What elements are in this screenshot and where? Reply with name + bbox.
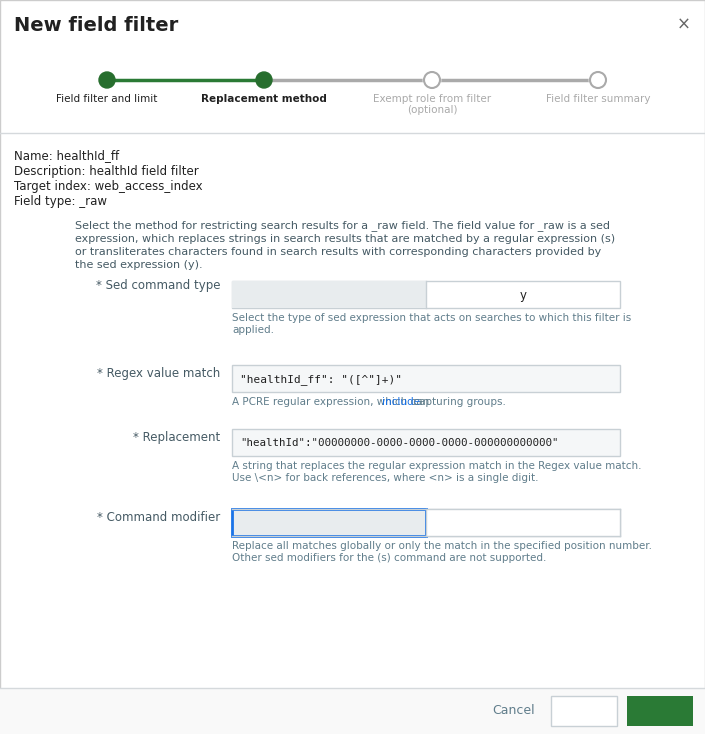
Bar <box>0 688 705 734</box>
Text: * Regex value match: * Regex value match <box>97 367 220 380</box>
Circle shape <box>99 72 115 88</box>
Bar <box>551 696 617 726</box>
Bar <box>426 509 620 536</box>
Text: Select the type of sed expression that acts on searches to which this filter is: Select the type of sed expression that a… <box>232 313 631 323</box>
Text: Name: healthId_ff: Name: healthId_ff <box>14 149 119 162</box>
Circle shape <box>590 72 606 88</box>
Text: New field filter: New field filter <box>14 16 178 35</box>
Text: or transliterates characters found in search results with corresponding characte: or transliterates characters found in se… <box>75 247 601 257</box>
Text: include: include <box>382 397 420 407</box>
Text: ×: × <box>677 16 691 34</box>
Text: Next ›: Next › <box>639 705 681 718</box>
Bar <box>232 509 426 536</box>
Text: capturing groups.: capturing groups. <box>410 397 506 407</box>
Text: Select the method for restricting search results for a _raw field. The field val: Select the method for restricting search… <box>75 220 610 231</box>
Bar <box>232 281 620 308</box>
Text: Global: Global <box>310 517 348 530</box>
Text: * Replacement: * Replacement <box>133 431 220 444</box>
Text: A PCRE regular expression, which can: A PCRE regular expression, which can <box>232 397 432 407</box>
Text: "healthId":"00000000-0000-0000-0000-000000000000": "healthId":"00000000-0000-0000-0000-0000… <box>240 438 558 448</box>
Text: Description: healthId field filter: Description: healthId field filter <box>14 164 199 178</box>
Circle shape <box>256 72 272 88</box>
Text: Cancel: Cancel <box>492 705 534 718</box>
Text: the sed expression (y).: the sed expression (y). <box>75 261 202 271</box>
Text: y: y <box>520 289 527 302</box>
Text: Number: Number <box>499 517 547 530</box>
Bar <box>232 281 426 308</box>
Text: A string that replaces the regular expression match in the Regex value match.: A string that replaces the regular expre… <box>232 461 642 471</box>
Text: Use \<n> for back references, where <n> is a single digit.: Use \<n> for back references, where <n> … <box>232 473 539 483</box>
Text: Field type: _raw: Field type: _raw <box>14 195 107 208</box>
Text: Replace all matches globally or only the match in the specified position number.: Replace all matches globally or only the… <box>232 541 652 551</box>
Text: Field filter summary: Field filter summary <box>546 94 650 104</box>
Text: expression, which replaces strings in search results that are matched by a regul: expression, which replaces strings in se… <box>75 233 615 244</box>
Text: Field filter and limit: Field filter and limit <box>56 94 158 104</box>
Bar <box>627 696 693 726</box>
Bar <box>232 365 620 392</box>
Text: "healthId_ff": "([^"]+)": "healthId_ff": "([^"]+)" <box>240 374 402 385</box>
Text: Exempt role from filter: Exempt role from filter <box>373 94 491 104</box>
Text: s: s <box>326 289 332 302</box>
Text: * Sed command type: * Sed command type <box>95 279 220 292</box>
Text: Target index: web_access_index: Target index: web_access_index <box>14 180 202 193</box>
Text: (optional): (optional) <box>407 105 458 115</box>
Circle shape <box>424 72 440 88</box>
Bar <box>232 509 620 536</box>
Text: ‹ Back: ‹ Back <box>564 705 603 718</box>
Bar <box>232 429 620 456</box>
Text: Replacement method: Replacement method <box>201 94 327 104</box>
Text: Other sed modifiers for the (s) command are not supported.: Other sed modifiers for the (s) command … <box>232 553 546 563</box>
Text: * Command modifier: * Command modifier <box>97 511 220 524</box>
Text: applied.: applied. <box>232 325 274 335</box>
